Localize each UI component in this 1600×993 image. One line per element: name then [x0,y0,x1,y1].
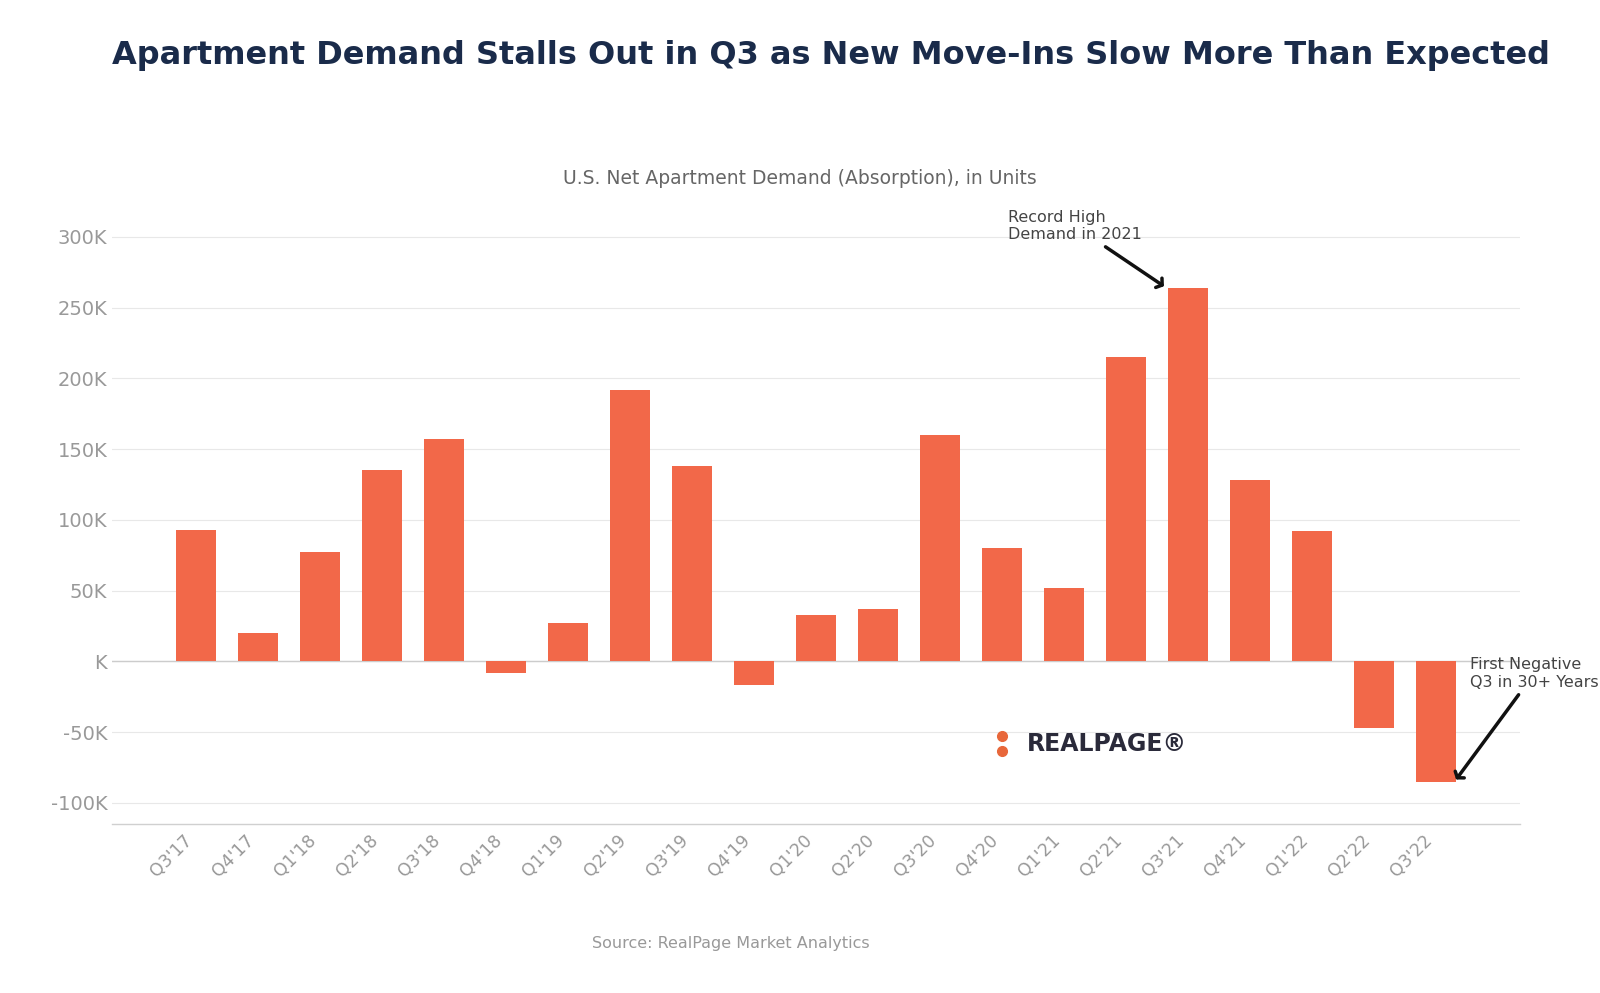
Text: Source: RealPage Market Analytics: Source: RealPage Market Analytics [592,936,870,951]
Bar [362,471,402,661]
Bar [734,661,774,685]
Bar [795,615,837,661]
Bar [1354,661,1394,728]
Text: U.S. Net Apartment Demand (Absorption), in Units: U.S. Net Apartment Demand (Absorption), … [563,169,1037,188]
Bar [1168,288,1208,661]
Bar [547,624,589,661]
Text: REALPAGE®: REALPAGE® [1027,732,1187,756]
Bar [486,661,526,672]
Text: Record High
Demand in 2021: Record High Demand in 2021 [1008,211,1162,287]
Bar [1416,661,1456,781]
Bar [982,548,1022,661]
Bar [610,389,650,661]
Bar [424,439,464,661]
Bar [1230,481,1270,661]
Bar [238,634,278,661]
Bar [1291,531,1333,661]
Text: Apartment Demand Stalls Out in Q3 as New Move-Ins Slow More Than Expected: Apartment Demand Stalls Out in Q3 as New… [112,40,1550,71]
Bar [299,552,341,661]
Bar [858,609,898,661]
Bar [920,435,960,661]
Text: First Negative
Q3 in 30+ Years: First Negative Q3 in 30+ Years [1456,657,1598,778]
Bar [176,530,216,661]
Bar [1106,357,1146,661]
Bar [672,466,712,661]
Bar [1043,588,1085,661]
